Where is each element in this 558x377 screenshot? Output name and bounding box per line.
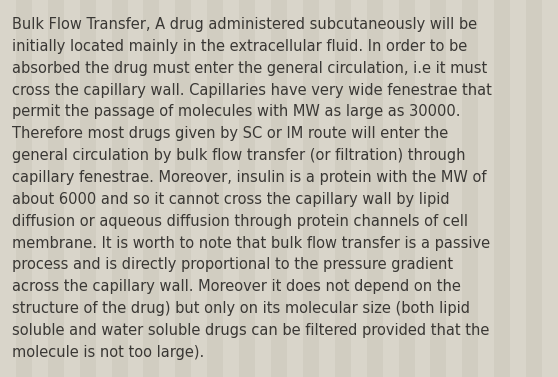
Bar xyxy=(191,0,207,377)
Bar xyxy=(351,0,367,377)
Text: general circulation by bulk flow transfer (or filtration) through: general circulation by bulk flow transfe… xyxy=(12,148,466,163)
Text: process and is directly proportional to the pressure gradient: process and is directly proportional to … xyxy=(12,257,454,273)
Bar xyxy=(446,0,463,377)
Text: Therefore most drugs given by SC or IM route will enter the: Therefore most drugs given by SC or IM r… xyxy=(12,126,449,141)
Bar xyxy=(80,0,95,377)
Bar xyxy=(32,0,48,377)
Text: Bulk Flow Transfer, A drug administered subcutaneously will be: Bulk Flow Transfer, A drug administered … xyxy=(12,17,478,32)
Text: soluble and water soluble drugs can be filtered provided that the: soluble and water soluble drugs can be f… xyxy=(12,323,490,338)
Bar xyxy=(303,0,319,377)
Text: structure of the drug) but only on its molecular size (both lipid: structure of the drug) but only on its m… xyxy=(12,301,470,316)
Text: membrane. It is worth to note that bulk flow transfer is a passive: membrane. It is worth to note that bulk … xyxy=(12,236,490,251)
Text: molecule is not too large).: molecule is not too large). xyxy=(12,345,205,360)
Bar xyxy=(128,0,143,377)
Bar xyxy=(526,0,542,377)
Bar xyxy=(64,0,80,377)
Bar xyxy=(335,0,351,377)
Bar xyxy=(0,0,16,377)
Text: across the capillary wall. Moreover it does not depend on the: across the capillary wall. Moreover it d… xyxy=(12,279,461,294)
Bar xyxy=(398,0,415,377)
Text: capillary fenestrae. Moreover, insulin is a protein with the MW of: capillary fenestrae. Moreover, insulin i… xyxy=(12,170,487,185)
Bar xyxy=(112,0,128,377)
Bar xyxy=(510,0,526,377)
Text: permit the passage of molecules with MW as large as 30000.: permit the passage of molecules with MW … xyxy=(12,104,461,120)
Text: diffusion or aqueous diffusion through protein channels of cell: diffusion or aqueous diffusion through p… xyxy=(12,214,468,229)
Bar xyxy=(319,0,335,377)
Text: absorbed the drug must enter the general circulation, i.e it must: absorbed the drug must enter the general… xyxy=(12,61,488,76)
Bar xyxy=(239,0,255,377)
Bar xyxy=(223,0,239,377)
Text: cross the capillary wall. Capillaries have very wide fenestrae that: cross the capillary wall. Capillaries ha… xyxy=(12,83,492,98)
Bar xyxy=(494,0,510,377)
Bar xyxy=(143,0,160,377)
Bar xyxy=(271,0,287,377)
Bar xyxy=(255,0,271,377)
Bar xyxy=(430,0,446,377)
Bar xyxy=(207,0,223,377)
Bar xyxy=(16,0,32,377)
Text: about 6000 and so it cannot cross the capillary wall by lipid: about 6000 and so it cannot cross the ca… xyxy=(12,192,450,207)
Bar xyxy=(463,0,478,377)
Bar xyxy=(383,0,398,377)
Bar xyxy=(175,0,191,377)
Bar xyxy=(48,0,64,377)
Bar xyxy=(542,0,558,377)
Bar xyxy=(95,0,112,377)
Bar xyxy=(478,0,494,377)
Bar xyxy=(287,0,303,377)
Bar xyxy=(367,0,383,377)
Bar xyxy=(160,0,175,377)
Bar xyxy=(415,0,430,377)
Text: initially located mainly in the extracellular fluid. In order to be: initially located mainly in the extracel… xyxy=(12,39,468,54)
